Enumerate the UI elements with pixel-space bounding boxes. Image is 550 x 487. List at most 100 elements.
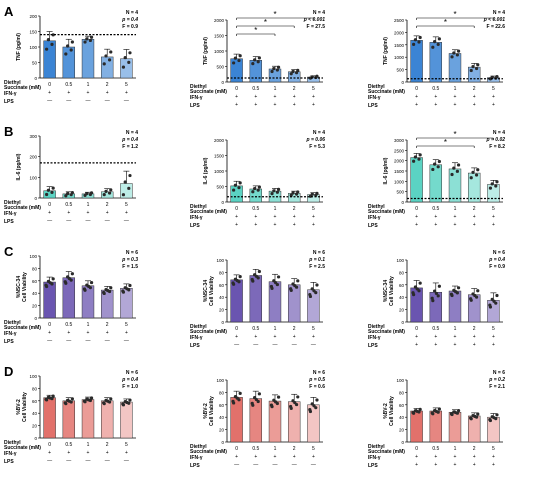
x-tick-label: 2 — [293, 86, 296, 92]
data-point — [452, 51, 456, 55]
x-tick-label: 0.5 — [65, 442, 72, 448]
y-axis-label: %NSC-34 — [383, 280, 389, 302]
data-point — [82, 287, 87, 291]
data-point — [495, 74, 499, 79]
data-point — [412, 159, 416, 163]
ifn-sign: + — [235, 334, 238, 340]
x-tick-label: 0 — [235, 86, 238, 92]
data-point — [456, 49, 461, 53]
lps-sign: — — [105, 218, 110, 224]
treatment-label-diethyl: Diethyl — [190, 204, 207, 210]
ifn-sign: + — [254, 94, 257, 100]
data-point — [127, 186, 131, 190]
x-tick-label: 2 — [293, 326, 296, 332]
treatment-label-ifn: IFN-γ — [368, 335, 381, 341]
data-point — [418, 407, 422, 412]
x-tick-label: 0.5 — [432, 86, 439, 92]
data-point — [488, 303, 492, 307]
treatment-label-succinate: Succinate (mM) — [190, 209, 227, 215]
ifn-sign: + — [235, 214, 238, 220]
lps-sign: — — [66, 218, 71, 224]
ifn-sign: + — [312, 94, 315, 100]
significance-star: * — [273, 10, 276, 19]
data-point — [494, 184, 498, 188]
data-point — [231, 281, 235, 285]
x-tick-label: 2 — [473, 206, 476, 212]
data-point — [450, 172, 454, 177]
x-tick-label: 5 — [312, 326, 315, 332]
data-point — [121, 193, 126, 197]
data-point — [495, 293, 499, 298]
data-point — [109, 397, 113, 401]
y-tick-label: 100 — [216, 378, 224, 383]
treatment-label-diethyl: Diethyl — [190, 84, 207, 90]
y-tick-label: 500 — [396, 190, 404, 195]
treatment-label-lps: LPS — [190, 343, 200, 349]
lps-sign: — — [311, 462, 316, 468]
ifn-sign: + — [48, 450, 51, 456]
treatment-label-ifn: IFN-γ — [368, 455, 381, 461]
lps-sign: — — [66, 338, 71, 344]
data-point — [70, 190, 74, 195]
treatment-label-ifn: IFN-γ — [368, 95, 381, 101]
significance-star: * — [453, 130, 456, 139]
stat-p: p = 0.2 — [488, 377, 505, 383]
data-point — [315, 191, 319, 195]
stat-p: p = 0.4 — [121, 377, 138, 383]
data-point — [413, 155, 418, 159]
stat-f: F = 2.5 — [309, 264, 325, 270]
x-tick-label: 0 — [235, 206, 238, 212]
lps-sign: — — [292, 342, 297, 348]
data-point — [89, 396, 94, 400]
data-point — [254, 274, 258, 278]
x-tick-label: 2 — [106, 82, 109, 88]
bar-0 — [230, 397, 243, 443]
bar-0.5 — [429, 291, 443, 323]
panel-label-D: D — [4, 364, 13, 379]
data-point — [237, 186, 241, 190]
y-tick-label: 20 — [32, 424, 38, 429]
y-tick-label: 3000 — [394, 138, 405, 143]
treatment-label-ifn: IFN-γ — [4, 91, 17, 97]
lps-sign: — — [253, 342, 258, 348]
bar-1 — [448, 411, 462, 443]
lps-sign: + — [293, 102, 296, 108]
ifn-sign: + — [492, 454, 495, 460]
data-point — [296, 68, 300, 72]
data-point — [315, 283, 319, 287]
y-tick-label: 40 — [399, 295, 405, 300]
data-point — [473, 414, 477, 418]
significance-star: * — [264, 18, 267, 27]
data-point — [45, 192, 49, 197]
data-point — [104, 189, 108, 194]
lps-sign: — — [234, 462, 239, 468]
lps-sign: + — [254, 222, 257, 228]
y-tick-label: 0 — [221, 80, 224, 85]
data-point — [437, 159, 441, 164]
treatment-label-succinate: Succinate (mM) — [368, 449, 405, 455]
treatment-label-lps: LPS — [368, 463, 378, 469]
data-point — [254, 397, 258, 402]
bar-5 — [120, 58, 133, 79]
x-tick-label: 5 — [492, 446, 495, 452]
stat-n: N = 6 — [313, 250, 325, 256]
stat-p: p = 0.4 — [121, 137, 138, 143]
x-tick-label: 5 — [312, 446, 315, 452]
lps-sign: — — [311, 342, 316, 348]
data-point — [412, 42, 416, 46]
y-axis-label: IL-6 (pg/ml) — [16, 153, 22, 180]
ifn-sign: + — [106, 90, 109, 96]
data-point — [127, 60, 131, 64]
data-point — [238, 391, 242, 395]
treatment-label-ifn: IFN-γ — [4, 451, 17, 457]
x-tick-label: 1 — [274, 326, 277, 332]
lps-sign: + — [235, 102, 238, 108]
x-tick-label: 0 — [235, 326, 238, 332]
data-point — [289, 404, 293, 409]
y-tick-label: 100 — [29, 254, 37, 259]
lps-sign: — — [273, 462, 278, 468]
data-point — [476, 168, 480, 172]
ifn-sign: + — [67, 90, 70, 96]
data-point — [308, 407, 312, 412]
y-tick-label: 0 — [221, 440, 224, 445]
